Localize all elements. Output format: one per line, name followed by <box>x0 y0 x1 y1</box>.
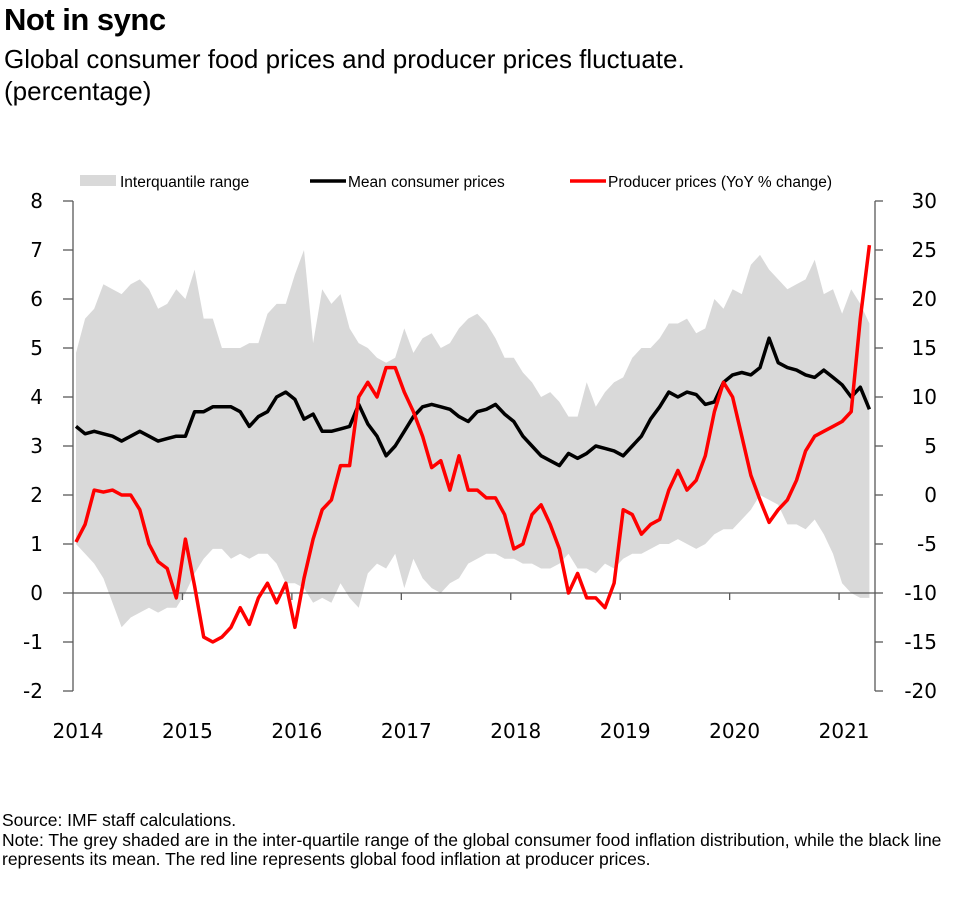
legend-label: Producer prices (YoY % change) <box>608 174 832 191</box>
x-tick-label: 2018 <box>490 719 541 743</box>
right-tick-label: -15 <box>904 630 937 654</box>
chart-subtitle: Global consumer food prices and producer… <box>4 43 954 107</box>
x-tick-label: 2020 <box>709 719 760 743</box>
legend: Interquantile range Mean consumer prices P… <box>80 174 832 191</box>
plot-area <box>73 244 875 644</box>
right-tick-label: 20 <box>912 287 937 311</box>
right-tick-label: -10 <box>904 581 937 605</box>
x-tick-label: 2019 <box>600 719 651 743</box>
right-tick-label: 25 <box>912 238 937 262</box>
unit-note: (percentage) <box>4 76 152 106</box>
x-tick-label: 2015 <box>162 719 213 743</box>
left-tick-label: -2 <box>23 679 43 703</box>
right-tick-label: -20 <box>904 679 937 703</box>
x-tick-label: 2017 <box>381 719 432 743</box>
left-tick-label: 0 <box>30 581 43 605</box>
legend-swatch-band <box>80 175 116 186</box>
left-tick-label: 1 <box>30 532 43 556</box>
left-tick-label: 4 <box>30 385 43 409</box>
right-tick-label: 10 <box>912 385 937 409</box>
legend-item: Interquantile range <box>80 174 249 191</box>
note-text: Note: The grey shaded are in the inter-q… <box>2 829 942 869</box>
legend-item: Producer prices (YoY % change) <box>570 174 832 191</box>
legend-label: Mean consumer prices <box>348 174 505 191</box>
left-tick-label: 7 <box>30 238 43 262</box>
footer: Source: IMF staff calculations. Note: Th… <box>2 810 957 870</box>
left-tick-label: -1 <box>23 630 43 654</box>
interquantile-band <box>76 250 870 628</box>
right-tick-label: -5 <box>917 532 937 556</box>
chart: Interquantile range Mean consumer prices P… <box>23 174 937 743</box>
x-tick-label: 2016 <box>271 719 322 743</box>
left-tick-label: 2 <box>30 483 43 507</box>
right-tick-label: 15 <box>912 336 937 360</box>
subtitle-text: Global consumer food prices and producer… <box>4 44 685 74</box>
right-tick-label: 0 <box>924 483 937 507</box>
left-tick-label: 6 <box>30 287 43 311</box>
legend-label: Interquantile range <box>120 174 249 191</box>
x-tick-label: 2021 <box>819 719 870 743</box>
mean-consumer-prices-line <box>74 336 872 468</box>
right-tick-label: 5 <box>924 434 937 458</box>
producer-prices-line <box>74 244 872 644</box>
right-tick-label: 30 <box>912 189 937 213</box>
x-tick-label: 2014 <box>53 719 104 743</box>
legend-item: Mean consumer prices <box>310 174 505 191</box>
left-tick-label: 3 <box>30 434 43 458</box>
left-tick-label: 8 <box>30 189 43 213</box>
chart-title: Not in sync <box>4 2 166 37</box>
left-tick-label: 5 <box>30 336 43 360</box>
axes: 876543210-1-2302520151050-5-10-15-202014… <box>23 189 937 743</box>
source-text: Source: IMF staff calculations. <box>2 810 237 830</box>
